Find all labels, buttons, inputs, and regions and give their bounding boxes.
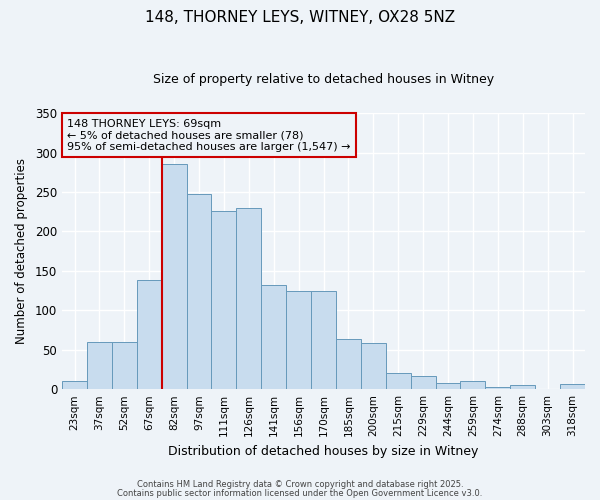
Title: Size of property relative to detached houses in Witney: Size of property relative to detached ho… [153, 72, 494, 86]
Text: 148 THORNEY LEYS: 69sqm
← 5% of detached houses are smaller (78)
95% of semi-det: 148 THORNEY LEYS: 69sqm ← 5% of detached… [67, 118, 351, 152]
Bar [560, 384, 585, 389]
Bar [361, 342, 386, 389]
Bar [510, 385, 535, 389]
Bar [436, 383, 460, 389]
Text: Contains HM Land Registry data © Crown copyright and database right 2025.: Contains HM Land Registry data © Crown c… [137, 480, 463, 489]
Bar [286, 290, 311, 389]
Bar [460, 382, 485, 389]
Bar [211, 211, 236, 389]
Bar [137, 280, 161, 389]
Bar [386, 374, 410, 389]
Bar [485, 387, 510, 389]
Y-axis label: Number of detached properties: Number of detached properties [15, 158, 28, 344]
Bar [112, 342, 137, 389]
Bar [261, 285, 286, 389]
Bar [187, 194, 211, 389]
Bar [62, 382, 87, 389]
Bar [336, 340, 361, 389]
Bar [87, 342, 112, 389]
Bar [236, 208, 261, 389]
Bar [410, 376, 436, 389]
Text: Contains public sector information licensed under the Open Government Licence v3: Contains public sector information licen… [118, 488, 482, 498]
Bar [161, 164, 187, 389]
Bar [311, 290, 336, 389]
Text: 148, THORNEY LEYS, WITNEY, OX28 5NZ: 148, THORNEY LEYS, WITNEY, OX28 5NZ [145, 10, 455, 25]
X-axis label: Distribution of detached houses by size in Witney: Distribution of detached houses by size … [169, 444, 479, 458]
